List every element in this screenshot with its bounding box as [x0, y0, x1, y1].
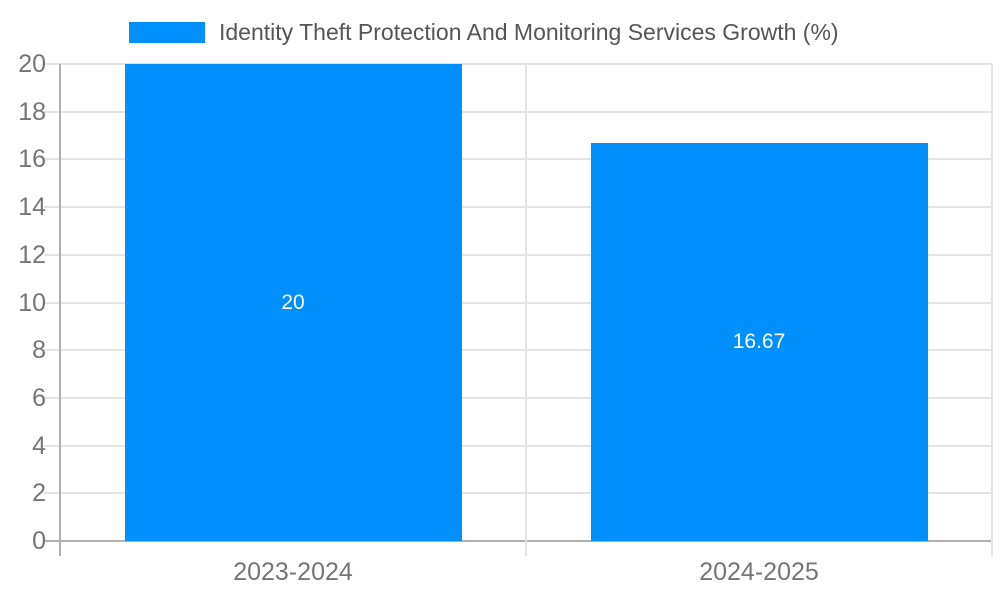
y-tick-label: 6 [32, 383, 46, 412]
y-tick-label: 2 [32, 479, 46, 508]
y-gridline [44, 396, 992, 399]
x-tick-label: 2024-2025 [699, 558, 819, 586]
y-tick-label: 8 [32, 336, 46, 365]
legend-item[interactable]: Identity Theft Protection And Monitoring… [129, 18, 839, 46]
y-gridline [44, 349, 992, 352]
y-tick-label: 18 [18, 97, 46, 126]
x-tick-label: 2023-2024 [233, 558, 353, 586]
y-gridline [44, 158, 992, 161]
category-divider [525, 64, 527, 556]
x-axis-baseline [44, 540, 992, 542]
y-tick-label: 16 [18, 145, 46, 174]
y-gridline [44, 301, 992, 304]
y-axis-line [59, 64, 61, 556]
bar[interactable] [590, 143, 928, 541]
y-gridline [44, 110, 992, 113]
y-tick-label: 14 [18, 193, 46, 222]
y-gridline [44, 492, 992, 495]
y-tick-label: 12 [18, 240, 46, 269]
legend-label: Identity Theft Protection And Monitoring… [219, 18, 839, 45]
y-tick-label: 4 [32, 431, 46, 460]
y-tick-label: 0 [32, 527, 46, 555]
plot-right-border [991, 64, 993, 556]
y-tick-label: 20 [18, 50, 46, 78]
bar[interactable] [124, 64, 462, 541]
y-gridline [44, 63, 992, 65]
y-gridline [44, 253, 992, 256]
y-gridline [44, 444, 992, 447]
y-tick-label: 10 [18, 288, 46, 317]
bar-value-label: 16.67 [732, 330, 786, 354]
y-gridline [44, 206, 992, 209]
bar-value-label: 20 [281, 290, 305, 314]
legend-swatch [129, 21, 205, 43]
